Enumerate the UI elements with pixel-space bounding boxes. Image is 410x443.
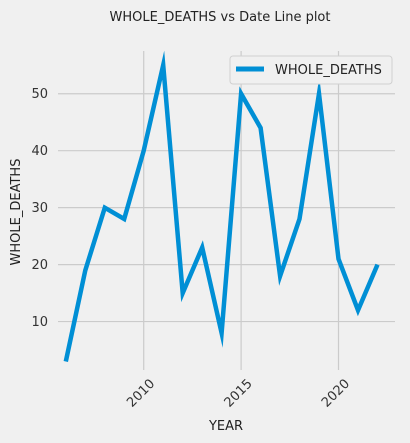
tick-labels: 10 20 30 40 50 2010 2015 2020 bbox=[31, 87, 353, 410]
chart-title: WHOLE_DEATHS vs Date Line plot bbox=[110, 10, 331, 25]
x-axis-label: YEAR bbox=[208, 419, 243, 434]
y-tick-label: 30 bbox=[31, 201, 48, 216]
series-layer bbox=[63, 50, 380, 362]
y-tick-label: 40 bbox=[31, 144, 48, 159]
legend: WHOLE_DEATHS bbox=[229, 55, 393, 85]
y-tick-label: 50 bbox=[31, 87, 48, 102]
series-line bbox=[63, 50, 380, 362]
y-tick-label: 20 bbox=[31, 258, 48, 273]
y-axis-label: WHOLE_DEATHS bbox=[9, 159, 24, 266]
legend-label: WHOLE_DEATHS bbox=[275, 63, 382, 78]
y-tick-label: 10 bbox=[31, 315, 48, 330]
x-tick-label: 2015 bbox=[222, 377, 256, 411]
legend-box bbox=[229, 55, 393, 85]
x-tick-label: 2010 bbox=[124, 377, 158, 411]
x-tick-label: 2020 bbox=[319, 377, 353, 411]
